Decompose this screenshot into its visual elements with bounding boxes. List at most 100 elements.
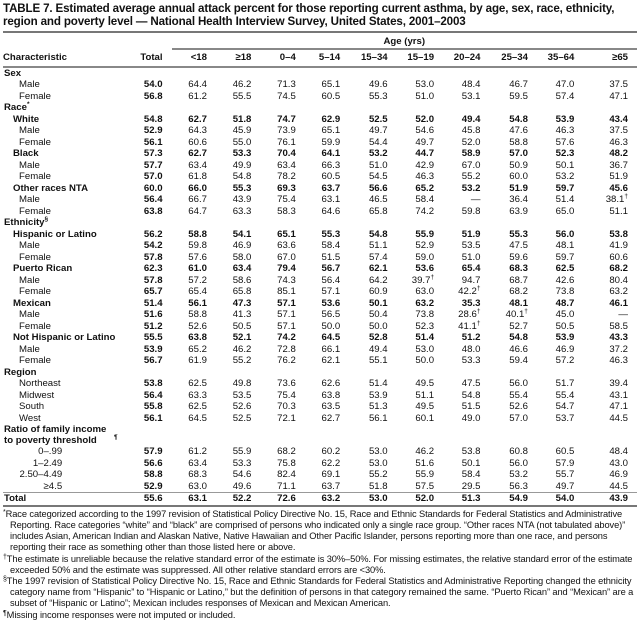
value-cell: 36.7 — [609, 159, 628, 171]
table-row: Male 57.7 63.4 49.9 63.4 66.3 51.0 42.9 67.0 50.9… — [3, 160, 637, 172]
value-cell: 74.2 — [277, 332, 296, 344]
value-cell: 53.5 — [461, 240, 481, 252]
value-cell: 50.5 — [555, 320, 575, 332]
row-label-text: Female — [19, 286, 51, 298]
total-cell: 56.7 — [143, 355, 163, 367]
value-cell: 51.2 — [461, 332, 481, 344]
row-label: Total — [3, 492, 127, 507]
row-label: Other races NTA — [3, 183, 126, 195]
value-cell: 57.1 — [277, 309, 296, 321]
row-label-text: ≥4.5 — [43, 480, 63, 492]
row-label: Puerto Rican — [3, 263, 126, 275]
row-label: Female — [3, 252, 126, 264]
value-cell: 71.1 — [277, 480, 296, 492]
value-cell: 53.5 — [232, 389, 252, 401]
row-label-text: 2.50–4.49 — [19, 469, 63, 481]
row-label-text: Other races NTA — [13, 182, 88, 194]
value-cell: 64.7 — [188, 205, 207, 217]
value-cell: 42.6 — [555, 274, 575, 286]
total-cell: 54.0 — [143, 79, 163, 91]
age-group-header: Age (yrs) — [383, 35, 426, 47]
value-cell: 74.5 — [277, 90, 296, 102]
row-label: Female — [3, 137, 126, 149]
value-cell: 63.9 — [509, 205, 528, 217]
total-cell: 63.8 — [143, 205, 163, 217]
value-cell: 68.3 — [188, 469, 207, 481]
value-cell: 48.2 — [609, 148, 628, 160]
footnote-text: Race categorized according to the 1997 r… — [5, 508, 626, 553]
value-cell: 53.2 — [509, 469, 528, 481]
value-cell: 51.0 — [368, 159, 388, 171]
value-cell: 47.5 — [461, 378, 481, 390]
value-cell: 76.2 — [277, 355, 296, 367]
value-cell: 73.9 — [277, 125, 296, 137]
value-cell: 75.4 — [277, 194, 296, 206]
value-cell: 55.5 — [232, 90, 252, 102]
row-label-text: Hispanic or Latino — [13, 228, 97, 240]
table-row: Mexican 51.4 56.1 47.3 57.1 53.6 50.1 63.2 35.3 4… — [3, 298, 637, 310]
table-row: ≥4.5 52.9 63.0 49.6 71.1 63.7 51.8 57.5 29.5 56.3… — [3, 481, 637, 493]
value-cell: 51.8 — [232, 113, 252, 125]
value-cell: 62.5 — [555, 263, 575, 275]
value-cell: 55.3 — [232, 182, 252, 194]
value-cell: 62.7 — [188, 148, 207, 160]
group-header-row: Region — [3, 367, 637, 379]
value-cell: — — [618, 309, 628, 321]
value-cell: 47.3 — [232, 297, 252, 309]
value-cell: 70.3 — [277, 401, 296, 413]
value-cell: 58.4 — [461, 469, 481, 481]
total-cell: 60.0 — [143, 182, 163, 194]
total-cell: 56.8 — [143, 90, 163, 102]
value-cell: 59.7 — [555, 182, 575, 194]
total-cell: 57.8 — [143, 274, 163, 286]
value-cell: 56.3 — [509, 480, 528, 492]
table-row: Male 51.6 58.8 41.3 57.1 56.5 50.4 73.8 28.6† 40.… — [3, 308, 637, 321]
value-cell: 60.2 — [321, 446, 341, 458]
value-cell: 65.1 — [277, 228, 296, 240]
value-cell: 67.0 — [461, 159, 481, 171]
footnote: *Race categorized according to the 1997 … — [3, 509, 637, 554]
value-cell: 37.5 — [609, 79, 628, 91]
table-row: 0–.99 57.9 61.2 55.9 68.2 60.2 53.0 46.2 53.8 60.… — [3, 446, 637, 458]
value-cell: 46.2 — [232, 343, 252, 355]
group-header-row: Ethnicity§ — [3, 216, 637, 229]
value-cell: 62.7 — [188, 113, 207, 125]
value-cell: 61.2 — [188, 90, 207, 102]
value-cell: 54.8 — [368, 228, 388, 240]
empty-cell — [126, 102, 637, 114]
total-cell: 55.8 — [143, 401, 163, 413]
value-cell: 68.3 — [509, 263, 528, 275]
value-cell: 60.5 — [555, 446, 575, 458]
value-cell: 66.0 — [188, 182, 207, 194]
row-label-text: Black — [13, 148, 39, 160]
value-cell: 57.6 — [188, 251, 207, 263]
value-cell: 46.3 — [555, 125, 575, 137]
value-cell: 46.3 — [609, 136, 628, 148]
empty-cell — [126, 424, 637, 446]
value-cell: 62.6 — [321, 378, 341, 390]
value-cell: 59.5 — [509, 90, 528, 102]
value-cell: 52.6 — [188, 320, 207, 332]
value-cell: 43.0 — [609, 457, 628, 469]
row-label: Female — [3, 355, 126, 367]
value-cell: 59.8 — [188, 240, 207, 252]
total-cell: 52.9 — [143, 480, 163, 492]
value-cell: 57.4 — [368, 251, 388, 263]
row-label-text: Female — [19, 90, 51, 102]
value-cell: 72.6 — [260, 492, 305, 507]
value-cell: 69.3 — [277, 182, 296, 194]
row-label: Male — [3, 194, 126, 206]
value-cell: 51.3 — [368, 401, 388, 413]
value-cell: 64.5 — [188, 412, 207, 424]
value-cell: 59.8 — [461, 205, 481, 217]
value-cell: 52.9 — [415, 240, 435, 252]
row-label: 0–.99 — [3, 446, 126, 458]
row-label: Race* — [3, 101, 126, 114]
value-cell: 54.8 — [461, 389, 481, 401]
row-label-text: Male — [19, 309, 40, 321]
value-cell: 54.5 — [368, 171, 388, 183]
row-label-text: Female — [19, 205, 51, 217]
value-cell: 79.4 — [277, 263, 296, 275]
value-cell: 41.9 — [609, 240, 628, 252]
total-cell: 58.8 — [143, 469, 163, 481]
